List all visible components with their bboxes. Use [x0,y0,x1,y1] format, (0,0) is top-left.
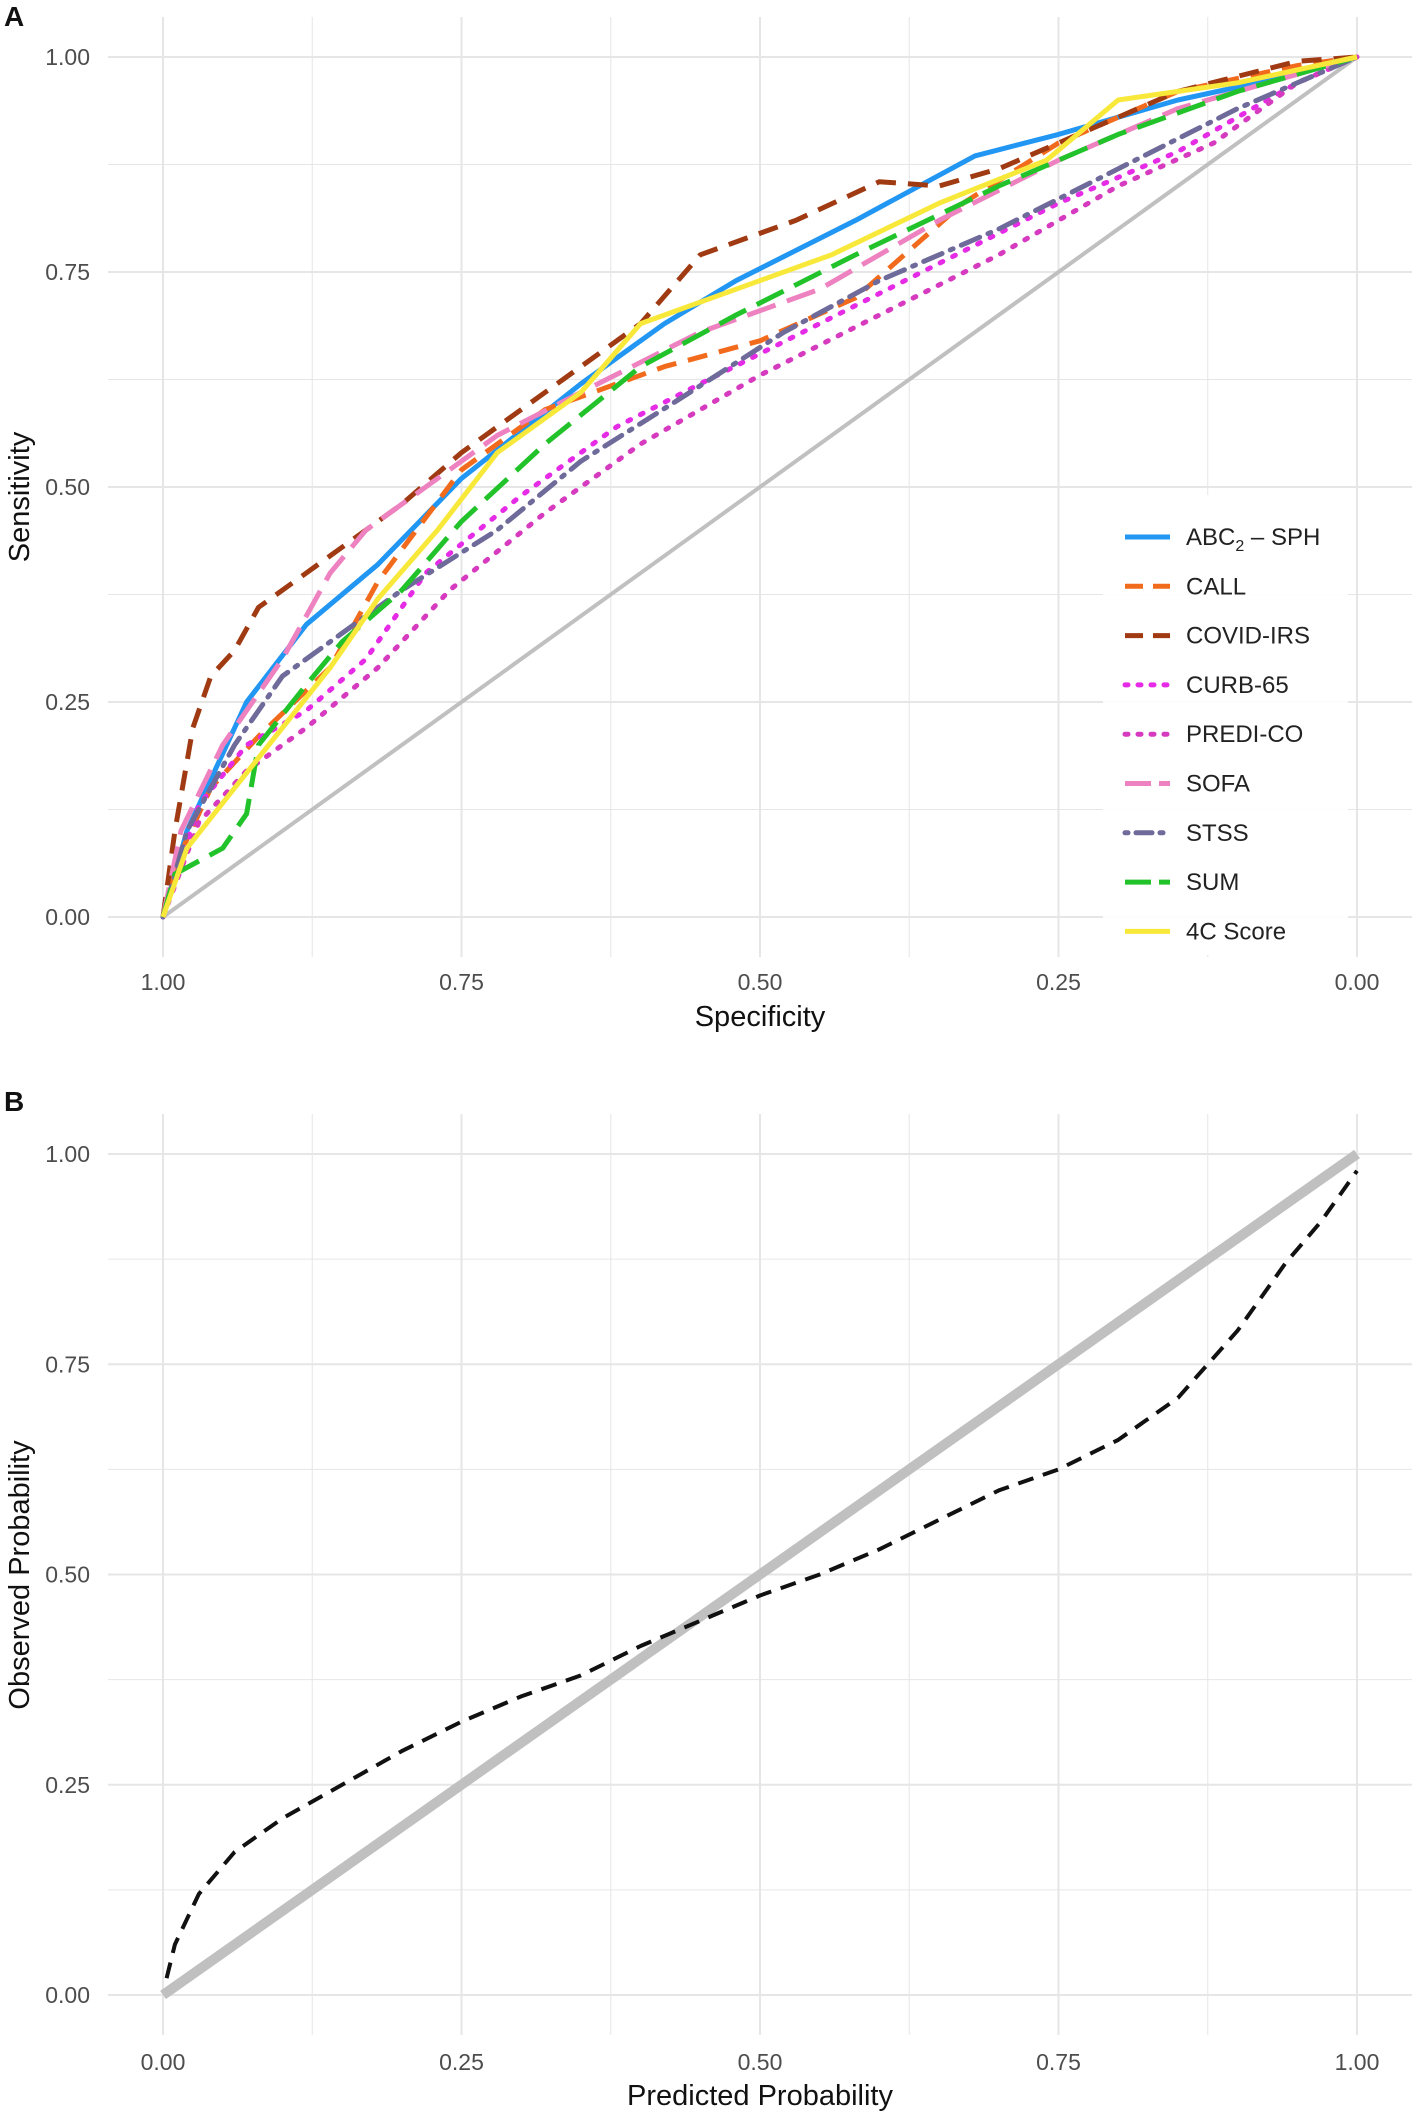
panel-a-x-axis-title: Specificity [695,1001,826,1033]
x-tick-label: 0.50 [738,969,783,995]
legend-label: COVID-IRS [1186,623,1310,650]
legend-label-main: COVID-IRS [1186,623,1310,650]
panel-a-roc-chart: A 0.000.250.500.751.001.00 0.75 0.50 0.25 0.… [4,1,1412,1033]
series-line-curb-65 [160,54,1360,920]
y-tick-label: 0.00 [45,904,90,930]
legend-label-main: SUM [1186,869,1239,896]
x-tick-label: 0.00 [1335,969,1380,995]
legend-label: CURB-65 [1186,672,1289,699]
panel-a-tag: A [4,1,24,32]
legend-label: ABC2 – SPH [1186,524,1320,555]
series-line-4c-score [160,54,1358,918]
panel-b-series [160,1149,1360,2000]
series-line-reference [161,55,1359,919]
panel-b-y-axis-title: Observed Probability [4,1440,36,1710]
x-tick-label: 1.00 [141,969,186,995]
x-tick-label: 0.75 [439,969,484,995]
legend-label-main: ABC [1186,524,1235,551]
series-line-calibration [164,1169,1359,1979]
legend-label-rest: – SPH [1244,524,1320,551]
panel-b-ticks: 0.00 0.25 0.50 0.75 1.00 0.00 0.25 0.50 0.75 1.00 [45,1141,1379,2075]
x-tick-label: 0.00 [141,2049,186,2075]
panel-a-y-axis-title: Sensitivity [4,431,36,562]
x-tick-label: 1.00 [1335,2049,1380,2075]
panel-b-calibration-chart: B 0.00 0.25 0.50 0.75 1.00 0.00 0.25 0.50 0.75 1.… [4,1086,1412,2111]
legend-label-main: CALL [1186,573,1246,600]
panel-a-series [160,54,1360,920]
series-line-stss [160,54,1360,920]
legend-label-main: CURB-65 [1186,672,1289,699]
legend-label: PREDI-CO [1186,721,1303,748]
legend-label: CALL [1186,573,1246,600]
legend-label-main: 4C Score [1186,918,1286,945]
x-tick-label: 0.25 [1036,969,1081,995]
legend-label-main: STSS [1186,820,1249,847]
y-tick-label: 0.25 [45,1772,90,1798]
legend-label: 4C Score [1186,918,1286,945]
legend-label: SUM [1186,869,1239,896]
legend-label: SOFA [1186,771,1250,798]
y-tick-label: 1.00 [45,44,90,70]
series-line-abc2-sph [160,54,1358,918]
y-tick-label: 0.25 [45,689,90,715]
panel-a-grid [108,17,1412,957]
legend-label: STSS [1186,820,1249,847]
y-tick-label: 0.75 [45,1351,90,1377]
x-tick-label: 0.25 [439,2049,484,2075]
series-line-ideal [160,1149,1360,2000]
y-tick-label: 1.00 [45,1141,90,1167]
legend-background [1103,495,1348,955]
y-tick-label: 0.00 [45,1982,90,2008]
y-tick-label: 0.50 [45,1562,90,1588]
legend-label-main: SOFA [1186,771,1250,798]
y-tick-label: 0.75 [45,259,90,285]
panel-b-tag: B [4,1086,24,1117]
series-line-covid-irs [160,54,1358,918]
panel-a-legend: ABC2 – SPH CALL COVID-IRS CURB-65 PREDI-CO SO… [1103,495,1348,955]
legend-label-main: PREDI-CO [1186,721,1303,748]
x-tick-label: 0.75 [1036,2049,1081,2075]
x-tick-label: 0.50 [738,2049,783,2075]
panel-a-ticks: 0.00 0.25 0.50 0.75 1.00 1.00 0.75 0.50 0.25 0.00 [45,44,1379,995]
panel-b-x-axis-title: Predicted Probability [627,2080,893,2111]
series-line-call [160,54,1358,918]
y-tick-label: 0.50 [45,474,90,500]
series-line-sofa [160,54,1358,918]
series-line-sum [160,54,1358,918]
panel-b-grid [108,1114,1412,2035]
legend-label-subscript: 2 [1235,538,1244,555]
series-line-predi-co [160,54,1360,920]
